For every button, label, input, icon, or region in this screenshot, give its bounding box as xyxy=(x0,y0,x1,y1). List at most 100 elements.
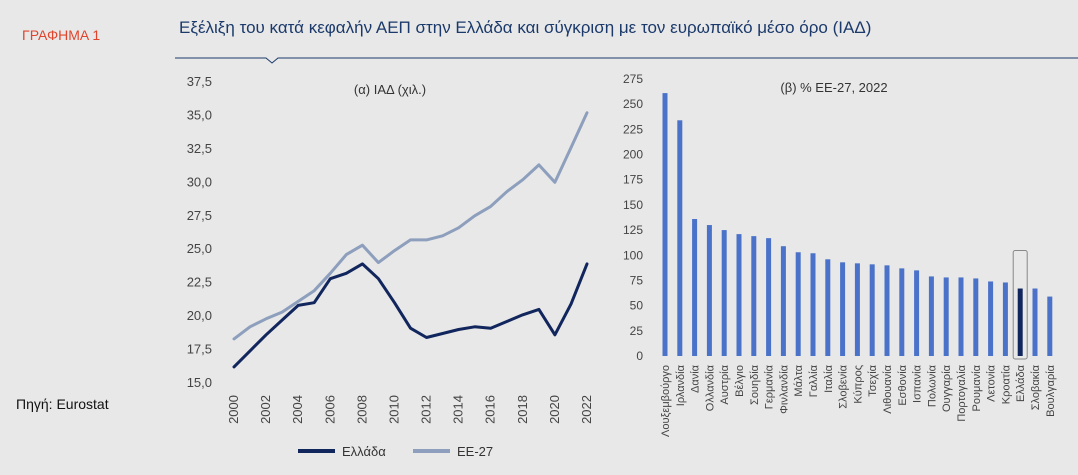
figure-label: ΓΡΑΦΗΜΑ 1 xyxy=(22,27,101,43)
bar-15 xyxy=(869,264,875,356)
line-x-tick-label: 2012 xyxy=(419,395,434,424)
bar-category-label: Πορτογαλία xyxy=(956,364,968,421)
bar-12 xyxy=(825,259,831,356)
bar-category-label: Ελλάδα xyxy=(1015,364,1027,402)
bar-21 xyxy=(958,277,964,356)
bar-27 xyxy=(1047,296,1053,356)
bar-category-label: Φινλανδία xyxy=(778,364,790,413)
bar-category-label: Λετονία xyxy=(986,364,998,402)
greece-line xyxy=(232,262,589,369)
bar-11 xyxy=(810,253,816,356)
bar-y-tick-label: 0 xyxy=(636,349,643,363)
bar-y-tick-label: 175 xyxy=(623,173,643,187)
bar-category-label: Πολωνία xyxy=(926,364,938,407)
bar-y-tick-label: 75 xyxy=(630,273,644,287)
greece-highlight-box xyxy=(1012,250,1028,360)
bar-y-tick-label: 250 xyxy=(623,97,643,111)
bar-10 xyxy=(795,252,801,356)
bar-5 xyxy=(721,230,727,356)
bar-category-label: Ολλανδία xyxy=(704,364,716,411)
bar-22 xyxy=(973,278,979,356)
line-y-tick-label: 35,0 xyxy=(187,107,212,122)
bar-category-label: Βέλγιο xyxy=(734,365,746,397)
bar-category-label: Σλοβενία xyxy=(838,364,850,408)
bar-category-label: Κύπρος xyxy=(852,365,864,404)
bar-y-tick-label: 150 xyxy=(623,198,643,212)
line-y-tick-label: 30,0 xyxy=(187,174,212,189)
line-x-tick-label: 2008 xyxy=(354,395,369,424)
line-x-tick-label: 2000 xyxy=(226,395,241,424)
line-x-tick-label: 2020 xyxy=(547,395,562,424)
bar-2 xyxy=(677,120,683,356)
bar-7 xyxy=(751,236,757,356)
bar-category-label: Κροατία xyxy=(1000,364,1012,404)
line-x-tick-label: 2004 xyxy=(290,395,305,424)
bar-category-label: Τσεχία xyxy=(867,364,879,396)
bar-category-label: Βουλγαρία xyxy=(1045,364,1057,417)
line-x-tick-label: 2006 xyxy=(322,395,337,424)
line-x-tick-label: 2016 xyxy=(483,395,498,424)
line-chart-y-axis: 15,0 17,5 20,0 22,5 25,0 27,5 30,0 32,5 35,0 37,5 xyxy=(187,74,212,390)
left-sidebar: ΓΡΑΦΗΜΑ 1 Πηγή: Eurostat xyxy=(0,0,146,475)
bar-category-label: Γερμανία xyxy=(764,364,776,409)
bar-category-label: Εσθονία xyxy=(897,364,909,405)
bar-y-tick-label: 275 xyxy=(623,72,643,86)
line-chart-title: (α) ΙΑΔ (χιλ.) xyxy=(354,82,426,97)
bar-8 xyxy=(766,238,772,356)
bar-category-label: Ισπανία xyxy=(912,364,924,403)
bar-category-label: Ρουμανία xyxy=(971,364,983,411)
bar-26 xyxy=(1032,288,1038,356)
bar-24 xyxy=(1002,282,1008,356)
line-y-tick-label: 15,0 xyxy=(187,375,212,390)
bar-18 xyxy=(914,270,920,356)
bar-category-label: Μάλτα xyxy=(793,364,805,396)
bar-category-label: Γαλλία xyxy=(808,364,820,397)
line-y-tick-label: 32,5 xyxy=(187,141,212,156)
bar-13 xyxy=(840,262,846,356)
eu27-line xyxy=(232,111,589,341)
line-y-tick-label: 17,5 xyxy=(187,342,212,357)
line-y-tick-label: 27,5 xyxy=(187,208,212,223)
chart-panel xyxy=(161,0,1078,475)
line-x-tick-label: 2014 xyxy=(451,395,466,424)
line-y-tick-label: 37,5 xyxy=(187,74,212,89)
bar-9 xyxy=(780,246,786,356)
bar-chart-bars xyxy=(662,93,1053,360)
page-title: Εξέλιξη του κατά κεφαλήν ΑΕΠ στην Ελλάδα… xyxy=(179,18,872,37)
bar-category-label: Ουγγαρία xyxy=(941,364,953,412)
bar-category-label: Σουηδία xyxy=(749,364,761,405)
legend-eu27-label: ΕΕ-27 xyxy=(457,444,493,459)
bar-category-label: Ιρλανδία xyxy=(675,364,687,406)
line-x-tick-label: 2002 xyxy=(258,395,273,424)
bar-23 xyxy=(988,281,994,356)
line-y-tick-label: 20,0 xyxy=(187,308,212,323)
bar-14 xyxy=(854,263,860,356)
bar-y-tick-label: 100 xyxy=(623,248,643,262)
bar-4 xyxy=(706,225,712,356)
bar-6 xyxy=(736,234,742,356)
bar-category-label: Λιθουανία xyxy=(882,364,894,413)
bar-20 xyxy=(943,277,949,356)
bar-category-label: Λουξεμβούργο xyxy=(660,365,672,437)
bar-y-tick-label: 200 xyxy=(623,148,643,162)
bar-1 xyxy=(662,93,668,357)
bar-category-label: Αυστρία xyxy=(719,364,731,404)
bar-y-tick-label: 225 xyxy=(623,122,643,136)
line-x-tick-label: 2022 xyxy=(579,395,594,424)
line-chart-series xyxy=(232,111,589,369)
line-chart-x-axis: 2000 2002 2004 2006 2008 2010 2012 2014 2016 2018… xyxy=(226,395,594,424)
legend-greece-label: Ελλάδα xyxy=(342,444,386,459)
bar-y-tick-label: 50 xyxy=(630,299,644,313)
bar-chart-title: (β) % ΕΕ-27, 2022 xyxy=(780,80,887,95)
source-note: Πηγή: Eurostat xyxy=(16,396,109,412)
bar-3 xyxy=(692,219,698,356)
bar-16 xyxy=(884,265,890,356)
line-x-tick-label: 2018 xyxy=(515,395,530,424)
bar-25 xyxy=(1017,288,1023,356)
bar-chart-x-axis: Λουξεμβούργο Ιρλανδία Δανία Ολλανδία Αυστρία… xyxy=(660,364,1057,437)
title-underline xyxy=(175,57,1078,64)
bar-category-label: Ιταλία xyxy=(823,364,835,393)
bar-category-label: Σλοβακία xyxy=(1030,364,1042,410)
bar-y-tick-label: 25 xyxy=(630,324,644,338)
